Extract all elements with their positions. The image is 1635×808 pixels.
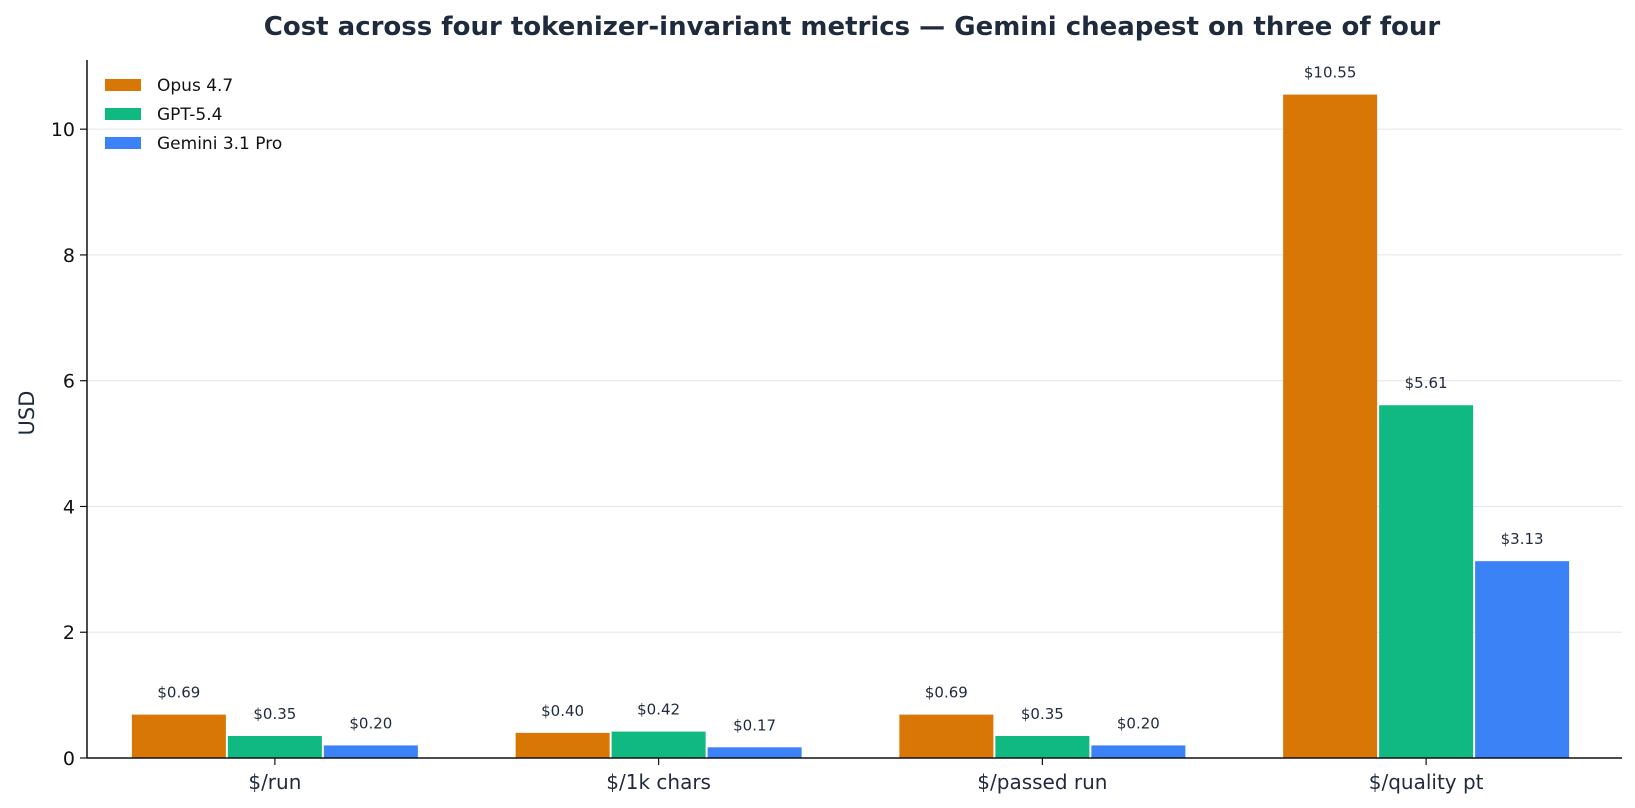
y-tick-label: 4 — [63, 496, 75, 518]
bar — [995, 735, 1090, 758]
chart-title: Cost across four tokenizer-invariant met… — [264, 12, 1441, 42]
data-label: $0.20 — [349, 714, 392, 732]
y-tick-label: 10 — [51, 119, 75, 141]
data-label: $10.55 — [1304, 64, 1357, 82]
data-labels: $0.69 $0.35 $0.20 $0.40 $0.42 $0.17 $0.69 $0.35… — [157, 64, 1543, 735]
bar — [323, 745, 418, 758]
x-tick-label: $/quality pt — [1369, 770, 1484, 794]
x-tick-label: $/1k chars — [606, 770, 711, 794]
data-label: $0.17 — [733, 716, 776, 734]
bar — [1379, 405, 1474, 758]
bar — [1475, 561, 1570, 758]
bar — [611, 731, 706, 758]
bar — [899, 714, 994, 758]
data-label: $0.35 — [1021, 705, 1064, 723]
data-label: $0.35 — [253, 705, 296, 723]
legend-label: Gemini 3.1 Pro — [157, 134, 282, 154]
bar — [707, 747, 802, 758]
data-label: $0.20 — [1117, 714, 1160, 732]
legend-swatch — [105, 79, 141, 91]
legend-label: Opus 4.7 — [157, 76, 233, 96]
x-tick-label: $/run — [248, 770, 301, 794]
y-tick-label: 2 — [63, 622, 75, 644]
data-label: $3.13 — [1501, 530, 1544, 548]
legend: Opus 4.7 GPT-5.4 Gemini 3.1 Pro — [105, 76, 282, 154]
y-tick-label: 0 — [63, 748, 75, 770]
bars — [131, 94, 1570, 759]
bar — [131, 714, 226, 758]
data-label: $0.69 — [157, 684, 200, 702]
data-label: $0.40 — [541, 702, 584, 720]
data-label: $0.69 — [925, 684, 968, 702]
bar — [515, 732, 610, 758]
axes — [80, 60, 1622, 765]
bar — [1283, 94, 1378, 759]
tick-labels: 0 2 4 6 8 10 $/run $/1k chars $/passed run $/qual… — [51, 119, 1484, 794]
bar — [227, 735, 322, 758]
legend-label: GPT-5.4 — [157, 105, 222, 125]
y-tick-label: 8 — [63, 245, 75, 267]
y-axis-label: USD — [15, 391, 39, 436]
data-label: $5.61 — [1405, 374, 1448, 392]
bar — [1091, 745, 1186, 758]
legend-swatch — [105, 137, 141, 149]
legend-swatch — [105, 108, 141, 120]
y-tick-label: 6 — [63, 371, 75, 393]
data-label: $0.42 — [637, 701, 680, 719]
x-tick-label: $/passed run — [977, 770, 1107, 794]
